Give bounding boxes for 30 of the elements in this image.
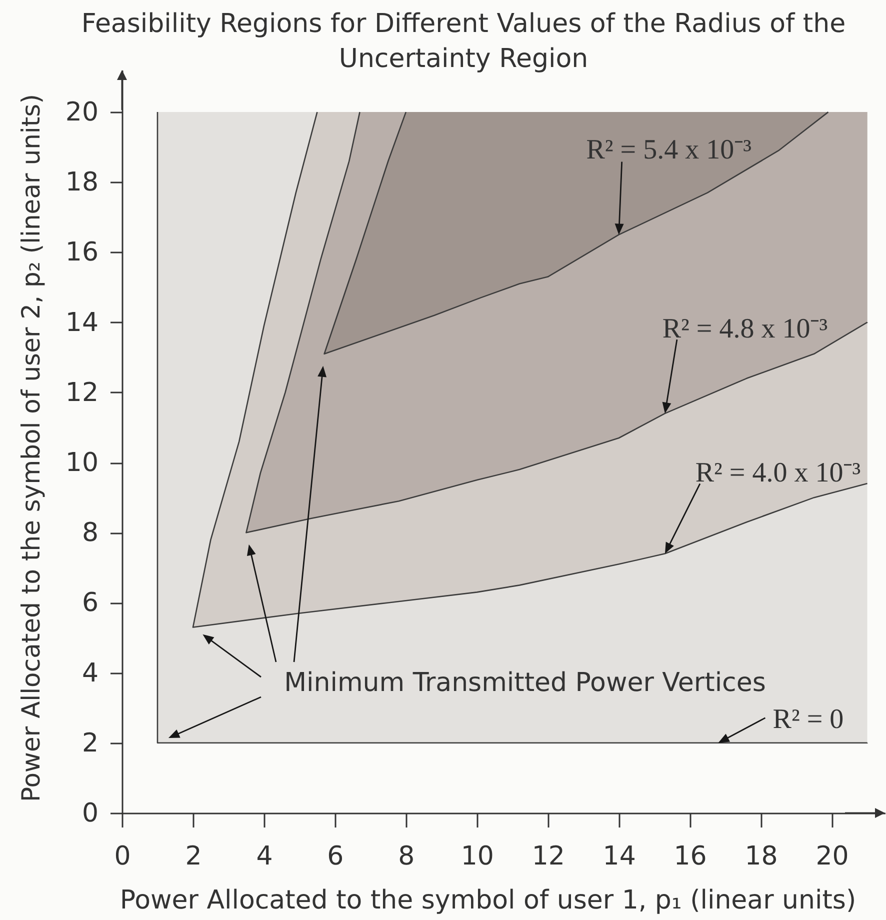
- x-tick-label: 0: [114, 842, 131, 872]
- y-tick-label: 2: [82, 728, 98, 758]
- y-tick-label: 12: [65, 378, 98, 408]
- x-tick-label: 16: [674, 842, 707, 872]
- x-axis-title: Power Allocated to the symbol of user 1, p₁ (linear units): [120, 886, 856, 916]
- y-tick-label: 18: [65, 168, 98, 198]
- annotation: Minimum Transmitted Power Vertices: [284, 668, 766, 698]
- y-tick-label: 8: [82, 518, 98, 548]
- annotation: R² = 4.0 x 10⁻³: [695, 458, 861, 489]
- chart-title: Feasibility Regions for Different Values of the Radius of the Uncertainty Region: [81, 9, 846, 74]
- y-tick-label: 10: [65, 448, 98, 478]
- y-axis-title: Power Allocated to the symbol of user 2, p₂ (linear units): [16, 94, 46, 802]
- annotation: R² = 0: [772, 704, 844, 735]
- x-tick-label: 2: [185, 842, 202, 872]
- x-tick-label: 14: [602, 842, 636, 872]
- y-tick-label: 20: [65, 98, 98, 128]
- x-tick-label: 6: [327, 842, 344, 872]
- y-tick-label: 16: [65, 238, 98, 268]
- x-tick-label: 10: [460, 842, 494, 872]
- x-tick-label: 18: [744, 842, 778, 872]
- annotation: R² = 5.4 x 10⁻³: [586, 134, 752, 166]
- x-tick-label: 12: [532, 842, 565, 872]
- annotation: R² = 4.8 x 10⁻³: [662, 313, 828, 344]
- x-tick-label: 8: [398, 842, 415, 872]
- x-tick-label: 20: [816, 842, 849, 872]
- x-tick-label: 4: [256, 842, 273, 872]
- y-tick-label: 0: [82, 798, 98, 828]
- y-tick-label: 6: [82, 588, 98, 618]
- y-tick-label: 4: [82, 658, 98, 688]
- y-tick-label: 14: [65, 308, 98, 338]
